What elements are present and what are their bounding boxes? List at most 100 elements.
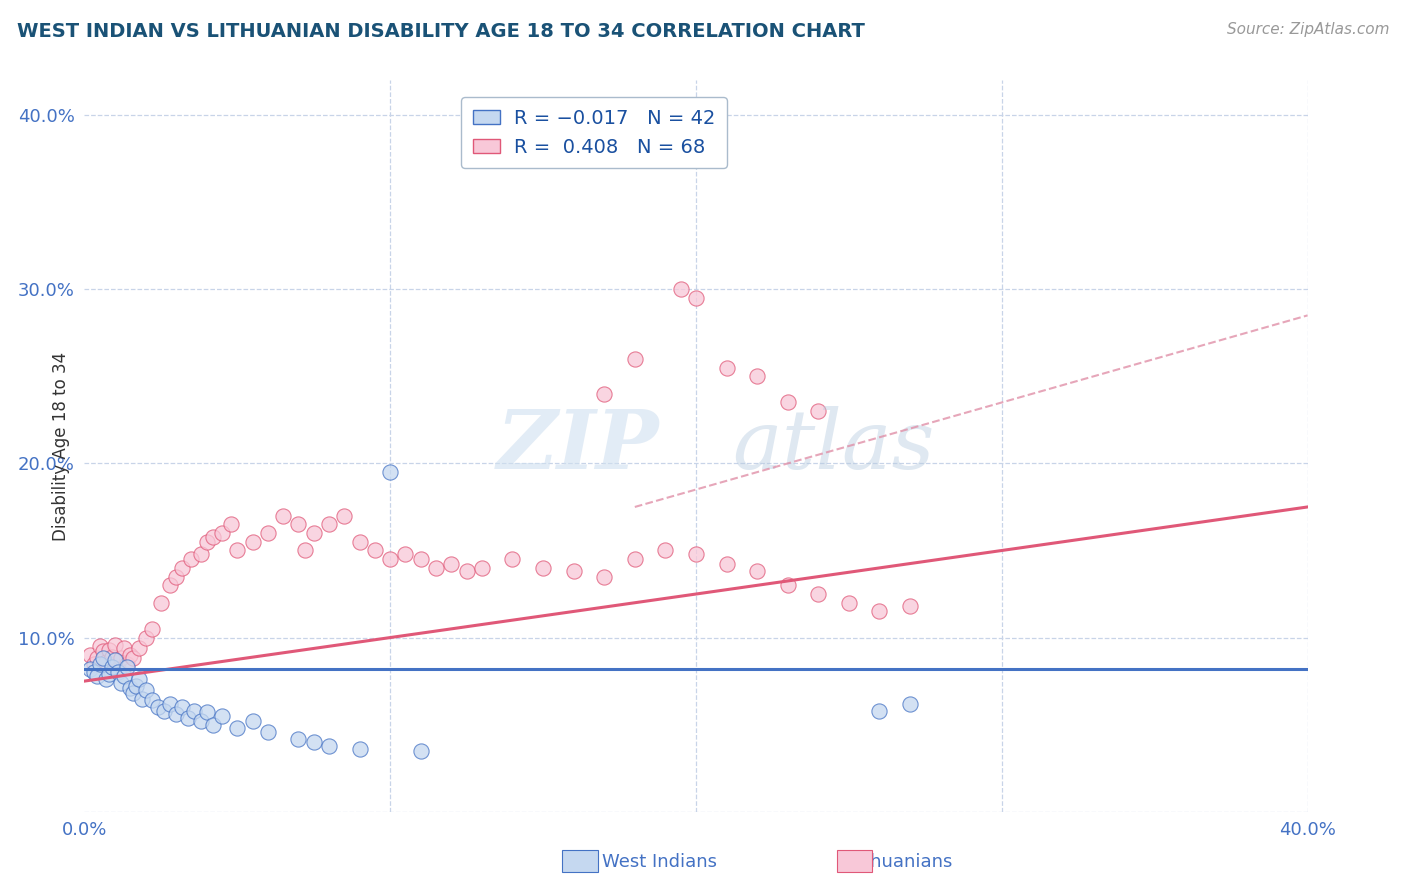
Point xyxy=(172,700,194,714)
Point xyxy=(183,704,205,718)
Point xyxy=(257,526,280,541)
Point xyxy=(141,622,163,636)
Point xyxy=(128,673,150,687)
Point xyxy=(195,534,218,549)
Point xyxy=(128,640,150,655)
Point xyxy=(177,711,200,725)
Point xyxy=(153,704,176,718)
Point xyxy=(107,665,129,680)
Point xyxy=(562,565,585,579)
Point xyxy=(685,291,707,305)
Point xyxy=(380,552,402,566)
Point xyxy=(440,558,463,572)
Point xyxy=(190,547,212,561)
Point xyxy=(94,655,117,669)
Point xyxy=(425,561,447,575)
Point xyxy=(593,569,616,583)
Point xyxy=(122,651,145,665)
Text: Source: ZipAtlas.com: Source: ZipAtlas.com xyxy=(1226,22,1389,37)
Point xyxy=(149,596,172,610)
Text: Lithuanians: Lithuanians xyxy=(848,853,952,871)
Point xyxy=(101,660,124,674)
Text: atlas: atlas xyxy=(733,406,935,486)
Point xyxy=(141,693,163,707)
Point xyxy=(776,578,799,592)
Point xyxy=(349,534,371,549)
Point xyxy=(502,552,524,566)
Point xyxy=(120,681,142,695)
Point xyxy=(669,282,692,296)
Point xyxy=(685,547,707,561)
Point xyxy=(201,530,224,544)
Point xyxy=(97,667,120,681)
Text: ZIP: ZIP xyxy=(496,406,659,486)
Point xyxy=(211,709,233,723)
Point xyxy=(195,706,218,720)
Point xyxy=(394,547,416,561)
Point xyxy=(135,682,157,697)
Point xyxy=(104,653,127,667)
Point xyxy=(242,534,264,549)
Point xyxy=(302,735,325,749)
Point xyxy=(101,649,124,664)
Point xyxy=(318,739,340,753)
Point xyxy=(242,714,264,728)
Point xyxy=(226,543,249,558)
Point xyxy=(333,508,356,523)
Point xyxy=(747,565,769,579)
Point xyxy=(716,558,738,572)
Point xyxy=(624,351,647,366)
Point xyxy=(112,640,135,655)
Point xyxy=(456,565,478,579)
Point xyxy=(287,731,309,746)
Point xyxy=(776,395,799,409)
Point xyxy=(89,657,111,671)
Point xyxy=(807,404,830,418)
Point xyxy=(593,386,616,401)
Point xyxy=(122,686,145,700)
Point xyxy=(159,697,181,711)
Point xyxy=(898,599,921,614)
Text: West Indians: West Indians xyxy=(602,853,717,871)
Point xyxy=(165,569,187,583)
Point xyxy=(747,369,769,384)
Point xyxy=(120,648,142,662)
Point xyxy=(79,648,101,662)
Point xyxy=(83,665,105,680)
Point xyxy=(380,465,402,479)
Point xyxy=(115,660,138,674)
Point xyxy=(287,517,309,532)
Point xyxy=(79,662,101,676)
Point xyxy=(172,561,194,575)
Point xyxy=(89,640,111,654)
Point xyxy=(531,561,554,575)
Point xyxy=(91,644,114,658)
Point xyxy=(159,578,181,592)
Point xyxy=(190,714,212,728)
Point xyxy=(91,651,114,665)
Point xyxy=(294,543,316,558)
Point xyxy=(110,676,132,690)
Point xyxy=(146,700,169,714)
Legend: R = −0.017   N = 42, R =  0.408   N = 68: R = −0.017 N = 42, R = 0.408 N = 68 xyxy=(461,97,727,169)
Point xyxy=(125,679,148,693)
Point xyxy=(83,657,105,671)
Point xyxy=(86,651,108,665)
Point xyxy=(219,517,242,532)
Point xyxy=(97,642,120,657)
Point xyxy=(898,697,921,711)
Point xyxy=(165,707,187,722)
Point xyxy=(94,673,117,687)
Point xyxy=(318,517,340,532)
Point xyxy=(211,526,233,541)
Point xyxy=(257,724,280,739)
Point xyxy=(110,651,132,665)
Point xyxy=(226,721,249,735)
Point xyxy=(131,691,153,706)
Point xyxy=(271,508,294,523)
Point xyxy=(838,596,860,610)
Point xyxy=(409,744,432,758)
Point xyxy=(180,552,202,566)
Point xyxy=(654,543,676,558)
Point xyxy=(135,631,157,645)
